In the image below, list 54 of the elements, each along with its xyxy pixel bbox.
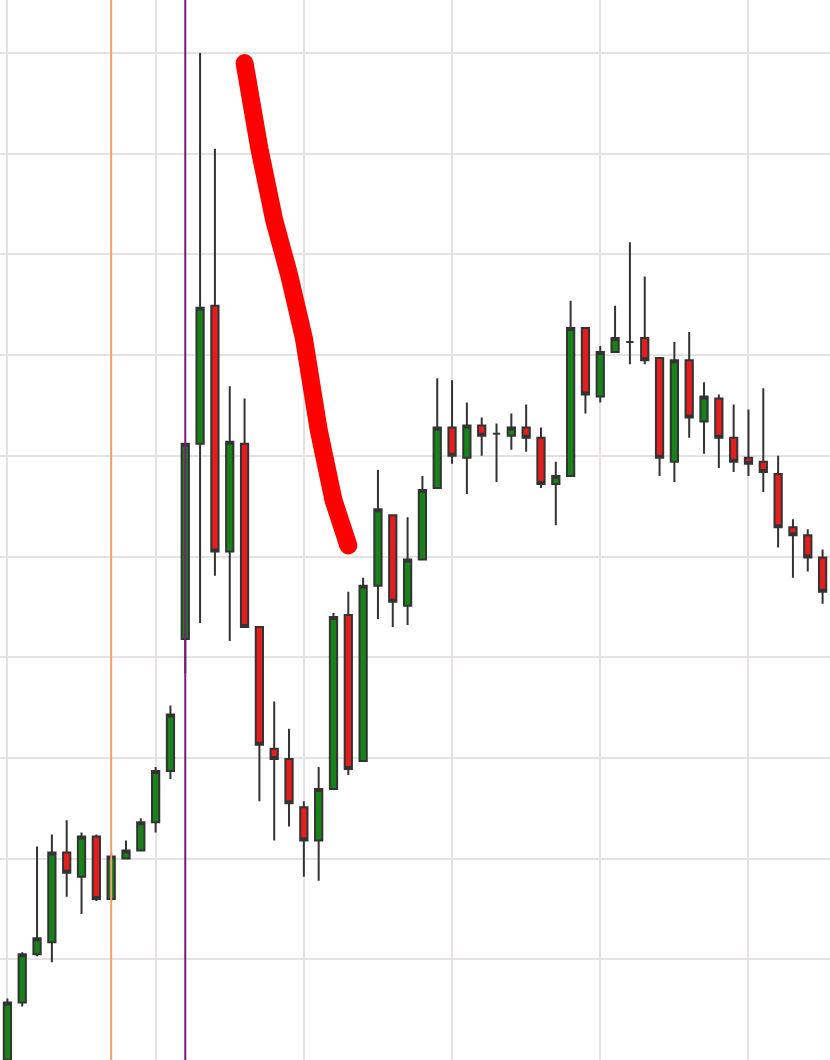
candlestick	[506, 412, 516, 451]
candlestick	[491, 422, 502, 483]
candlestick	[521, 403, 531, 453]
candlestick	[714, 393, 724, 469]
candlestick	[32, 845, 42, 958]
candlestick	[699, 381, 709, 455]
candlestick	[254, 626, 264, 803]
candlestick	[625, 241, 635, 366]
candlestick	[62, 819, 72, 898]
candlestick	[447, 379, 457, 465]
candlestick	[91, 833, 101, 902]
candlestick	[388, 514, 398, 628]
candlestick	[225, 385, 235, 643]
candlestick	[640, 275, 650, 366]
candlestick	[210, 147, 220, 577]
candlestick	[2, 997, 13, 1060]
candlestick	[595, 345, 605, 404]
candlestick	[269, 700, 279, 842]
candlestick	[47, 833, 57, 964]
candlestick	[373, 468, 383, 620]
candlestick	[314, 765, 324, 882]
candlestick	[284, 727, 294, 828]
candlestick	[417, 474, 428, 561]
candlestick	[358, 576, 368, 762]
candlestick	[654, 357, 665, 477]
candlestick	[743, 408, 754, 477]
candlestick	[17, 951, 27, 1008]
candlestick	[684, 330, 694, 439]
candlestick	[551, 460, 561, 527]
candlestick	[566, 299, 576, 477]
candlestick	[669, 341, 679, 483]
candlestick	[343, 590, 353, 777]
candlestick	[817, 548, 828, 605]
candlestick	[536, 426, 546, 490]
candlestick	[402, 516, 413, 626]
candlestick	[151, 765, 161, 834]
candlestick	[328, 611, 339, 791]
candlestick	[758, 387, 768, 494]
candlestick	[610, 304, 620, 354]
candlestick	[462, 401, 472, 496]
candlestick	[165, 704, 176, 781]
candlestick	[239, 397, 250, 628]
candlestick	[580, 326, 591, 415]
candlestick	[76, 831, 87, 915]
candlestick	[195, 52, 205, 624]
candlestick	[729, 403, 739, 473]
candlestick	[477, 416, 487, 457]
candlestick	[136, 817, 146, 852]
candlestick	[788, 518, 798, 579]
candlestick	[299, 800, 309, 878]
candlestick	[121, 839, 131, 860]
candlestick	[432, 377, 442, 490]
candlestick	[773, 454, 783, 549]
candlestick	[803, 528, 813, 573]
